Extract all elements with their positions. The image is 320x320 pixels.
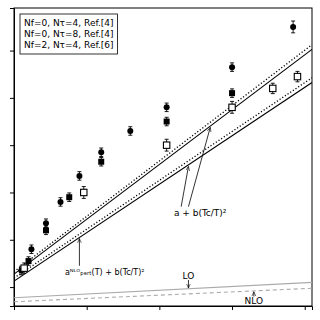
point [229,104,235,110]
annotation: a + b(Tc/T)² [174,208,227,218]
tick-mark [10,145,14,146]
error-bar [291,21,295,33]
line [14,288,312,301]
line [14,45,312,272]
tick-mark [10,51,14,52]
legend-entry: Nf=0, Nτ=4, Ref.[4] [24,18,114,28]
annotation: aᴺᴸᴼₚₑᵣₜ(T) + b(Tc/T)² [65,268,145,277]
point [76,173,82,179]
tick [10,145,14,146]
x-axis [15,306,313,310]
error-bar [230,89,234,98]
point [229,90,235,96]
error-bar [77,172,81,181]
point [81,189,87,195]
annotation-arrow [188,127,210,206]
point [229,64,235,70]
point-series [21,71,301,273]
tick [159,306,160,310]
chart: a + b(Tc/T)² aᴺᴸᴼₚₑᵣₜ(T) + b(Tc/T)² LO NLO N… [0,0,320,320]
point [164,119,170,125]
point [26,258,32,264]
error-bar [29,245,33,254]
point [164,104,170,110]
tick [10,192,14,193]
annotation: LO [183,271,195,281]
x-axis-line [15,307,313,311]
annotation-arrow [188,280,189,288]
point [290,24,296,30]
y-axis [10,9,15,307]
point [163,142,169,148]
tick-mark [159,306,160,310]
error-bar [67,193,71,202]
error-bar [99,157,103,166]
tick [305,306,306,310]
plot-frame [14,8,312,306]
tick-mark [232,306,233,310]
error-bar [99,148,103,157]
error-bar [128,127,132,136]
line [14,78,312,278]
tick-mark [10,240,14,241]
annotation: NLO [245,296,264,306]
legend-box [20,14,118,54]
line [14,83,312,282]
tick [232,306,233,310]
error-bar [44,226,48,235]
tick [10,98,14,99]
tick-mark [87,306,88,310]
line [14,49,312,274]
error-bar [165,117,169,126]
tick-mark [10,98,14,99]
tick-mark [305,306,306,310]
point [98,149,104,155]
tick [87,306,88,310]
tick-mark [10,192,14,193]
legend-entry: Nf=0, Nτ=8, Ref.[4] [24,29,114,39]
error-bar [27,257,31,266]
y-axis-line [10,9,15,307]
error-bar [230,63,234,72]
error-bar [59,198,63,207]
error-bar [165,103,169,112]
point [43,220,49,226]
tick [10,240,14,241]
marks [14,21,312,302]
point [270,85,276,91]
annotations: a + b(Tc/T)² aᴺᴸᴼₚₑᵣₜ(T) + b(Tc/T)² LO NLO [65,127,263,306]
tick [10,51,14,52]
point-series [18,21,296,275]
annotation-arrow [181,166,188,206]
point [21,265,27,271]
point [127,128,133,134]
point [98,159,104,165]
tick-mark [10,287,14,288]
point-series [26,89,236,265]
tick [10,287,14,288]
point [294,73,300,79]
annotation-arrow [79,239,80,266]
point [66,194,72,200]
legend-entry: Nf=2, Nτ=4, Ref.[6] [24,40,114,50]
point [58,199,64,205]
point [43,227,49,233]
legend: Nf=0, Nτ=4, Ref.[4]Nf=0, Nτ=8, Ref.[4]Nf… [20,14,118,54]
point [28,246,34,252]
